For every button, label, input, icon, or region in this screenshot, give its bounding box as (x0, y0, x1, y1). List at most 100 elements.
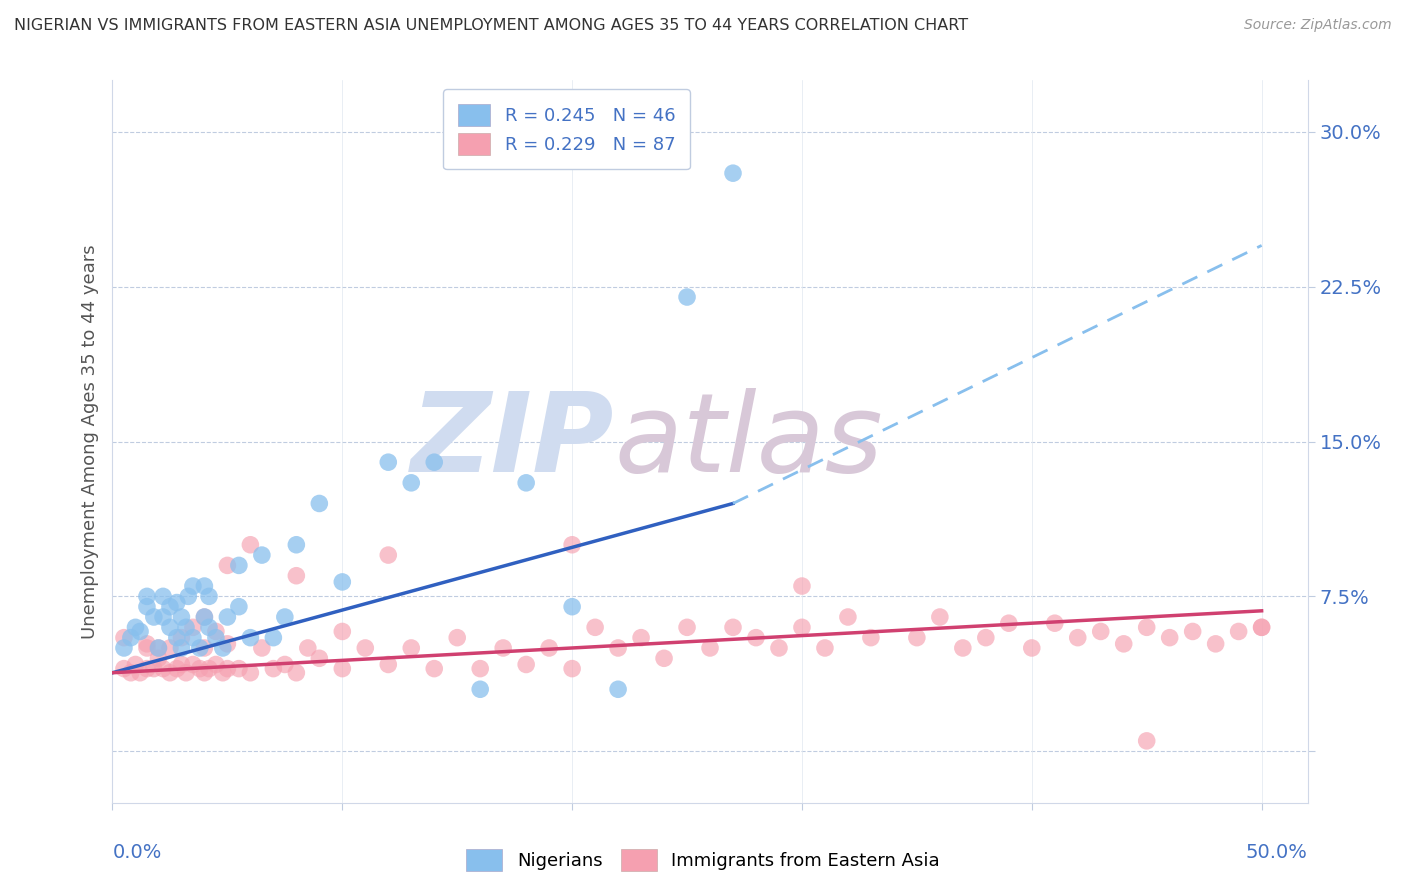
Point (250, 640, 273, 655)
Point (745, 631, 768, 645)
Point (583, 620, 606, 634)
Point (193, 640, 215, 655)
Point (274, 657, 297, 672)
Point (217, 637, 239, 651)
Point (470, 682, 492, 697)
Legend: Nigerians, Immigrants from Eastern Asia: Nigerians, Immigrants from Eastern Asia (460, 842, 946, 879)
Point (198, 590, 221, 604)
Point (228, 662, 250, 676)
Point (1159, 631, 1181, 645)
Point (676, 620, 699, 634)
Point (721, 166, 744, 180)
Point (170, 610, 193, 624)
Point (170, 631, 193, 645)
Text: NIGERIAN VS IMMIGRANTS FROM EASTERN ASIA UNEMPLOYMENT AMONG AGES 35 TO 44 YEARS : NIGERIAN VS IMMIGRANTS FROM EASTERN ASIA… (14, 18, 969, 33)
Point (112, 662, 135, 676)
Point (423, 455, 446, 469)
Text: atlas: atlas (614, 388, 883, 495)
Point (239, 538, 262, 552)
Point (561, 662, 583, 676)
Text: Source: ZipAtlas.com: Source: ZipAtlas.com (1244, 18, 1392, 32)
Point (401, 640, 423, 655)
Point (136, 590, 159, 604)
Point (166, 596, 188, 610)
Point (217, 610, 239, 624)
Point (1090, 624, 1112, 639)
Point (159, 599, 181, 614)
Point (1112, 637, 1135, 651)
Point (217, 558, 239, 573)
Point (228, 599, 250, 614)
Point (211, 665, 233, 680)
Point (129, 624, 152, 639)
Point (790, 579, 813, 593)
Point (142, 662, 165, 676)
Point (515, 657, 537, 672)
Point (152, 610, 174, 624)
Point (285, 665, 308, 680)
Point (148, 640, 170, 655)
Point (952, 640, 974, 655)
Point (330, 662, 353, 676)
Point (1136, 734, 1159, 748)
Point (1250, 620, 1272, 634)
Point (630, 631, 652, 645)
Point (998, 616, 1021, 631)
Point (250, 548, 273, 562)
Point (561, 599, 583, 614)
Point (124, 620, 146, 634)
Point (239, 631, 262, 645)
Point (181, 620, 204, 634)
Point (928, 610, 950, 624)
Point (148, 640, 170, 655)
Text: 50.0%: 50.0% (1246, 843, 1308, 862)
Point (228, 558, 250, 573)
Point (205, 631, 228, 645)
Point (136, 640, 159, 655)
Point (181, 657, 204, 672)
Point (561, 538, 583, 552)
Point (188, 662, 211, 676)
Point (262, 662, 284, 676)
Point (159, 640, 181, 655)
Point (142, 610, 165, 624)
Point (274, 610, 297, 624)
Point (174, 665, 197, 680)
Point (120, 631, 142, 645)
Point (699, 640, 721, 655)
Point (177, 590, 200, 604)
Point (193, 610, 215, 624)
Point (768, 640, 790, 655)
Point (174, 620, 197, 634)
Point (515, 475, 537, 490)
Point (217, 662, 239, 676)
Point (136, 637, 159, 651)
Point (136, 599, 159, 614)
Point (129, 665, 152, 680)
Point (905, 631, 928, 645)
Point (974, 631, 997, 645)
Point (181, 631, 204, 645)
Point (152, 590, 174, 604)
Point (330, 574, 353, 589)
Point (285, 568, 308, 582)
Text: ZIP: ZIP (411, 388, 614, 495)
Point (1136, 620, 1159, 634)
Point (193, 665, 215, 680)
Point (470, 662, 492, 676)
Point (170, 657, 193, 672)
Point (198, 662, 221, 676)
Point (1181, 624, 1204, 639)
Legend: R = 0.245   N = 46, R = 0.229   N = 87: R = 0.245 N = 46, R = 0.229 N = 87 (443, 89, 690, 169)
Point (205, 657, 228, 672)
Point (124, 657, 146, 672)
Point (377, 455, 399, 469)
Y-axis label: Unemployment Among Ages 35 to 44 years: Unemployment Among Ages 35 to 44 years (80, 244, 98, 639)
Point (308, 651, 330, 665)
Point (607, 682, 630, 697)
Point (239, 665, 262, 680)
Point (198, 620, 221, 634)
Point (181, 579, 204, 593)
Point (814, 640, 837, 655)
Point (538, 640, 561, 655)
